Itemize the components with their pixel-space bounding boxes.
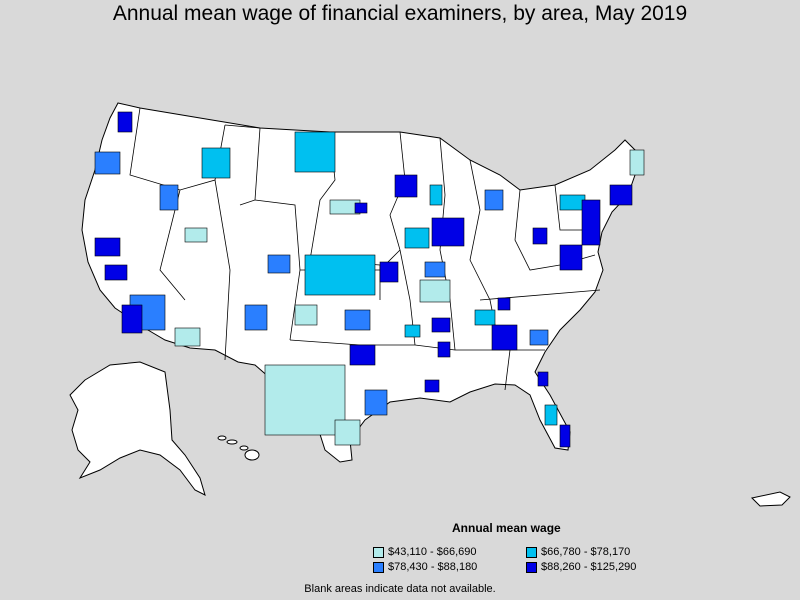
legend-label: $66,780 - $78,170: [541, 546, 631, 558]
legend-label: $78,430 - $88,180: [388, 561, 478, 573]
areas-tier-4: [94, 111, 633, 448]
legend-title: Annual mean wage: [452, 521, 561, 535]
areas-tier-1: [174, 149, 645, 446]
legend-swatch: [526, 561, 537, 573]
puerto-rico: [750, 491, 791, 507]
legend-item-tier-1: $43,110 - $66,690: [373, 546, 476, 558]
legend-label: $43,110 - $66,690: [388, 546, 477, 558]
alaska: [69, 361, 206, 496]
footnote: Blank areas indicate data not available.: [304, 583, 496, 595]
areas-tier-2: [201, 131, 586, 426]
legend-swatch: [373, 561, 384, 573]
hawaii: [217, 435, 260, 461]
map-title: Annual mean wage of financial examiners,…: [112, 2, 688, 25]
legend-swatch: [526, 546, 537, 558]
legend-item-tier-2: $66,780 - $78,170: [526, 546, 630, 558]
legend-swatch: [373, 546, 384, 558]
legend-item-tier-4: $88,260 - $125,290: [526, 561, 636, 573]
legend-item-tier-3: $78,430 - $88,180: [373, 561, 477, 573]
legend-label: $88,260 - $125,290: [541, 561, 637, 573]
